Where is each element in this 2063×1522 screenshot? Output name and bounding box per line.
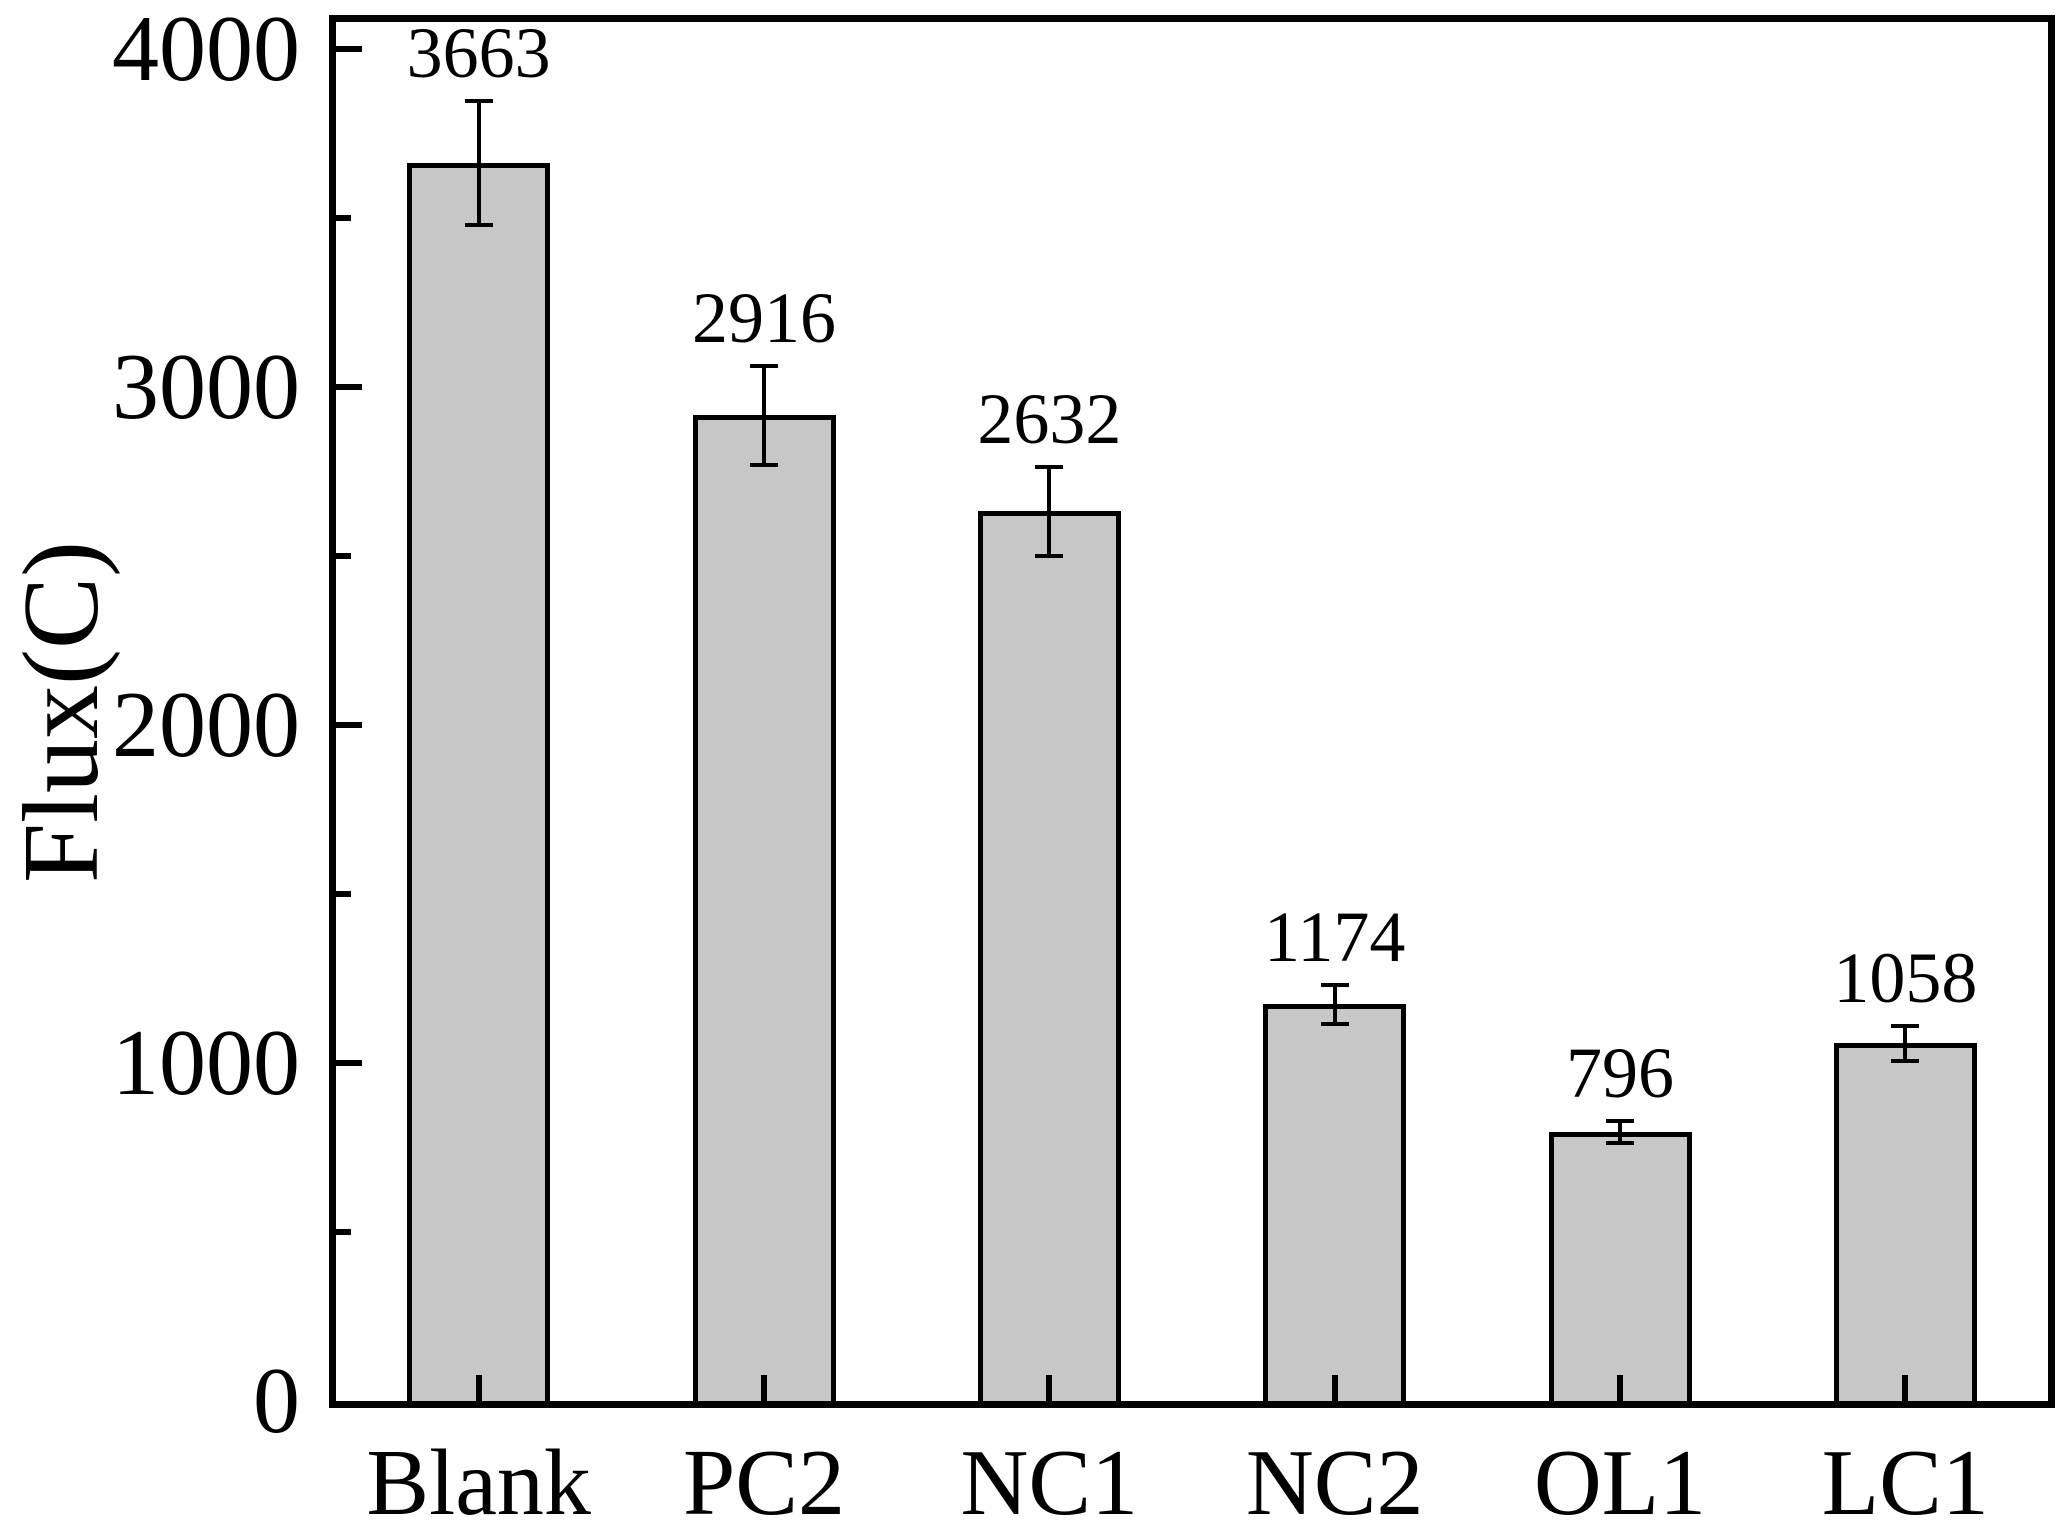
bar-blank bbox=[407, 162, 551, 1401]
y-major-tick bbox=[336, 722, 362, 729]
bar-value-label: 2916 bbox=[692, 278, 836, 359]
x-category-label: Blank bbox=[366, 1431, 591, 1522]
y-tick-label: 3000 bbox=[112, 335, 300, 440]
y-tick-label: 1000 bbox=[112, 1011, 300, 1115]
x-major-tick bbox=[475, 1375, 482, 1401]
x-category-label: LC1 bbox=[1821, 1431, 1989, 1522]
bar-lc1 bbox=[1833, 1043, 1977, 1401]
x-category-label: NC1 bbox=[960, 1431, 1139, 1522]
y-minor-tick bbox=[336, 1229, 351, 1235]
error-bar-cap-bottom bbox=[750, 462, 778, 467]
y-tick-label: 2000 bbox=[112, 673, 300, 778]
x-major-tick bbox=[1046, 1375, 1053, 1401]
bar-nc1 bbox=[977, 511, 1121, 1401]
x-major-tick bbox=[1617, 1375, 1623, 1401]
error-bar-cap-bottom bbox=[1891, 1058, 1920, 1063]
y-tick-label: 4000 bbox=[112, 0, 300, 102]
y-minor-tick bbox=[336, 553, 351, 560]
x-major-tick bbox=[761, 1375, 767, 1401]
y-major-tick bbox=[336, 1060, 362, 1066]
x-category-label: NC2 bbox=[1245, 1431, 1424, 1522]
y-minor-tick bbox=[336, 215, 351, 222]
y-minor-tick bbox=[336, 891, 351, 897]
error-bar-line bbox=[1332, 984, 1337, 1024]
bar-value-label: 796 bbox=[1566, 1032, 1674, 1113]
error-bar-cap-bottom bbox=[1035, 554, 1064, 559]
error-bar-line bbox=[1618, 1120, 1622, 1144]
bar-ol1 bbox=[1548, 1131, 1692, 1401]
error-bar-cap-bottom bbox=[1320, 1021, 1349, 1026]
error-bar-line bbox=[476, 100, 481, 226]
plot-area: 3663 2916 2632 1174 796 1058 bbox=[329, 15, 2055, 1408]
error-bar-cap-bottom bbox=[1606, 1141, 1634, 1146]
error-bar-cap-top bbox=[1035, 464, 1064, 469]
x-category-label: OL1 bbox=[1533, 1431, 1707, 1522]
x-major-tick bbox=[1331, 1375, 1338, 1401]
y-major-tick bbox=[336, 384, 362, 391]
bar-value-label: 2632 bbox=[977, 378, 1122, 459]
error-bar-cap-bottom bbox=[464, 223, 493, 228]
y-tick-label: 0 bbox=[253, 1349, 300, 1453]
bar-value-label: 3663 bbox=[406, 12, 551, 93]
error-bar-cap-top bbox=[1606, 1118, 1634, 1123]
x-major-tick bbox=[1902, 1375, 1909, 1401]
error-bar-cap-top bbox=[1891, 1023, 1920, 1028]
y-major-tick bbox=[336, 46, 362, 53]
bar-pc2 bbox=[692, 415, 836, 1401]
error-bar-line bbox=[762, 366, 766, 465]
error-bar-line bbox=[1047, 466, 1052, 556]
error-bar-cap-top bbox=[1320, 982, 1349, 987]
bar-value-label: 1174 bbox=[1263, 896, 1406, 977]
bar-value-label: 1058 bbox=[1833, 937, 1978, 1018]
bar-nc2 bbox=[1263, 1004, 1407, 1401]
error-bar-line bbox=[1903, 1025, 1908, 1061]
x-category-label: PC2 bbox=[683, 1431, 845, 1522]
error-bar-cap-top bbox=[464, 98, 493, 103]
error-bar-cap-top bbox=[750, 364, 778, 369]
